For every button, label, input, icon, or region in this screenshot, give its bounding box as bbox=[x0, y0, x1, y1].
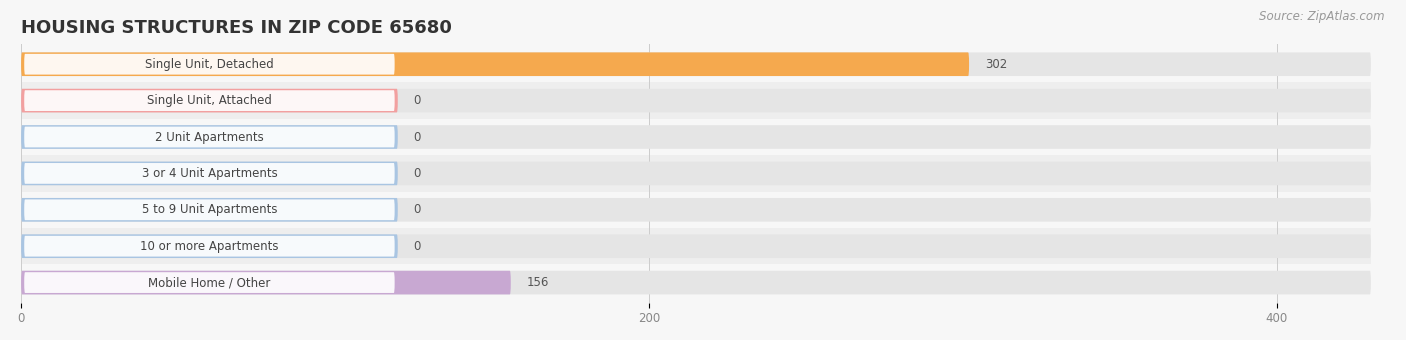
FancyBboxPatch shape bbox=[21, 271, 510, 294]
Text: HOUSING STRUCTURES IN ZIP CODE 65680: HOUSING STRUCTURES IN ZIP CODE 65680 bbox=[21, 19, 451, 37]
Bar bbox=[21, 265, 1371, 301]
FancyBboxPatch shape bbox=[21, 198, 1371, 222]
Bar bbox=[21, 119, 1371, 155]
FancyBboxPatch shape bbox=[21, 89, 398, 113]
Text: 5 to 9 Unit Apartments: 5 to 9 Unit Apartments bbox=[142, 203, 277, 216]
Bar bbox=[21, 155, 1371, 192]
FancyBboxPatch shape bbox=[21, 52, 969, 76]
FancyBboxPatch shape bbox=[21, 271, 1371, 294]
FancyBboxPatch shape bbox=[24, 54, 395, 74]
FancyBboxPatch shape bbox=[24, 90, 395, 111]
FancyBboxPatch shape bbox=[21, 198, 398, 222]
FancyBboxPatch shape bbox=[24, 163, 395, 184]
Bar bbox=[21, 82, 1371, 119]
Text: Mobile Home / Other: Mobile Home / Other bbox=[148, 276, 270, 289]
Text: 0: 0 bbox=[413, 94, 420, 107]
Text: 156: 156 bbox=[526, 276, 548, 289]
FancyBboxPatch shape bbox=[24, 200, 395, 220]
FancyBboxPatch shape bbox=[24, 126, 395, 147]
FancyBboxPatch shape bbox=[21, 125, 398, 149]
FancyBboxPatch shape bbox=[21, 125, 1371, 149]
Text: Single Unit, Detached: Single Unit, Detached bbox=[145, 58, 274, 71]
FancyBboxPatch shape bbox=[21, 234, 398, 258]
Bar bbox=[21, 228, 1371, 265]
Text: 10 or more Apartments: 10 or more Apartments bbox=[141, 240, 278, 253]
Text: Source: ZipAtlas.com: Source: ZipAtlas.com bbox=[1260, 10, 1385, 23]
Text: 0: 0 bbox=[413, 203, 420, 216]
Text: 0: 0 bbox=[413, 240, 420, 253]
FancyBboxPatch shape bbox=[24, 272, 395, 293]
FancyBboxPatch shape bbox=[21, 162, 398, 185]
Text: 302: 302 bbox=[984, 58, 1007, 71]
Text: 0: 0 bbox=[413, 167, 420, 180]
FancyBboxPatch shape bbox=[21, 89, 1371, 113]
FancyBboxPatch shape bbox=[21, 52, 1371, 76]
Text: 3 or 4 Unit Apartments: 3 or 4 Unit Apartments bbox=[142, 167, 277, 180]
Text: Single Unit, Attached: Single Unit, Attached bbox=[148, 94, 271, 107]
Bar bbox=[21, 192, 1371, 228]
Text: 0: 0 bbox=[413, 131, 420, 143]
FancyBboxPatch shape bbox=[21, 162, 1371, 185]
FancyBboxPatch shape bbox=[24, 236, 395, 257]
Text: 2 Unit Apartments: 2 Unit Apartments bbox=[155, 131, 264, 143]
Bar bbox=[21, 46, 1371, 82]
FancyBboxPatch shape bbox=[21, 234, 1371, 258]
